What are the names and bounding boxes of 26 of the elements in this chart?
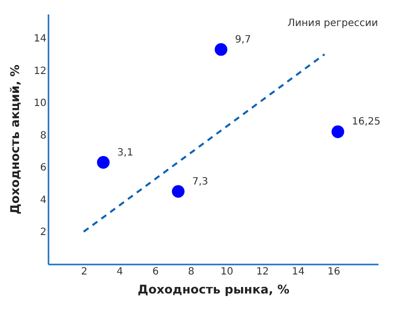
x-tick-label: 12: [256, 266, 269, 278]
x-tick-label: 16: [328, 266, 340, 278]
annotation: 16,25: [352, 116, 381, 128]
y-tick-label: 4: [40, 194, 46, 206]
annotation: 9,7: [235, 34, 251, 46]
y-axis-title: Доходность акций, %: [8, 64, 22, 214]
x-tick-label: 14: [292, 266, 305, 278]
point: [332, 125, 344, 138]
x-tick-label: 2: [80, 266, 88, 278]
point: [172, 185, 185, 198]
x-tick-label: 6: [152, 266, 159, 278]
x-tick-label: 4: [116, 266, 124, 278]
point: [214, 43, 228, 56]
x-axis-title: Доходность рынка, %: [138, 282, 290, 296]
x-tick-label: 8: [188, 266, 194, 278]
y-tick-label: 14: [34, 34, 46, 45]
y-tick-label: 2: [40, 227, 46, 238]
annotation: Линия регрессии: [288, 18, 378, 29]
annotation: 3,1: [117, 147, 134, 158]
point: [96, 156, 110, 169]
y-tick-label: 12: [34, 66, 46, 77]
y-tick-label: 10: [34, 98, 46, 110]
y-tick-label: 8: [40, 130, 46, 142]
x-tick-label: 10: [220, 266, 234, 278]
y-tick-label: 6: [40, 162, 46, 174]
annotation: 7,3: [192, 176, 208, 188]
